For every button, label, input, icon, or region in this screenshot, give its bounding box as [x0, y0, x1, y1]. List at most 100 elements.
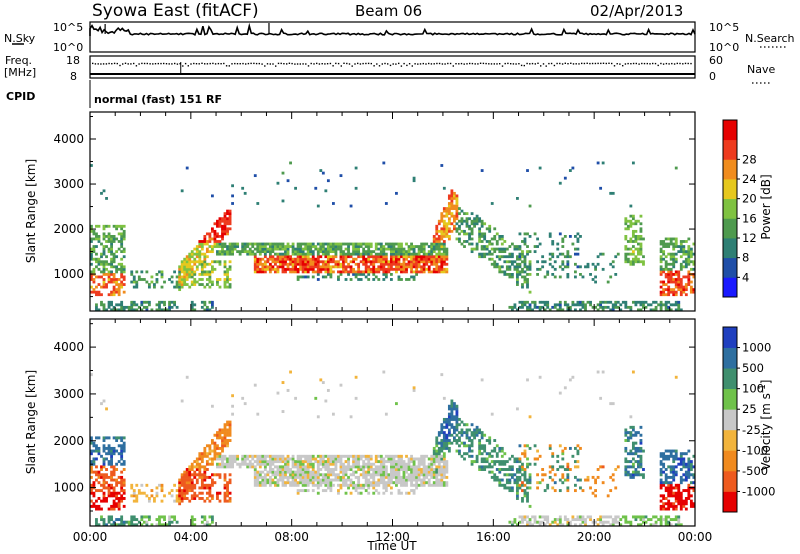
data-cell: [442, 475, 446, 479]
data-cell: [384, 481, 388, 485]
nave-dot: [384, 62, 386, 65]
data-cell: [284, 462, 287, 466]
data-cell: [526, 465, 529, 469]
data-cell: [382, 483, 386, 487]
data-cell: [95, 293, 98, 297]
data-cell: [523, 449, 527, 453]
data-cell: [203, 257, 207, 261]
data-cell: [669, 504, 673, 508]
nave-dot: [108, 62, 110, 65]
data-cell: [410, 489, 413, 493]
data-cell: [488, 441, 492, 445]
data-cell: [679, 523, 683, 527]
y-tick-label: 4000: [53, 132, 84, 146]
data-cell: [662, 507, 666, 511]
data-cell: [435, 257, 439, 261]
data-cell: [200, 240, 204, 243]
data-cell: [379, 475, 383, 479]
data-cell: [258, 465, 262, 469]
data-cell: [470, 219, 474, 223]
data-cell: [672, 504, 676, 508]
data-cell: [447, 202, 451, 205]
data-cell: [659, 452, 663, 456]
data-cell: [440, 217, 444, 221]
nave-dot: [550, 62, 553, 65]
data-cell: [90, 237, 93, 241]
data-cell: [400, 468, 403, 471]
nave-dot: [146, 62, 148, 65]
data-cell: [178, 280, 182, 284]
data-cell: [432, 257, 436, 261]
nave-dot: [561, 63, 564, 65]
data-cell: [566, 518, 570, 522]
data-cell: [422, 465, 426, 469]
data-cell: [299, 468, 303, 471]
data-cell: [679, 247, 683, 251]
data-cell: [480, 240, 484, 243]
data-cell: [226, 486, 229, 490]
data-cell: [442, 444, 446, 448]
data-cell: [384, 255, 388, 259]
data-cell: [347, 478, 350, 482]
data-cell: [248, 460, 252, 464]
data-cell: [407, 473, 411, 477]
data-cell: [362, 486, 366, 490]
data-cell: [586, 515, 590, 519]
data-cell: [505, 255, 509, 259]
data-cell: [677, 497, 681, 500]
data-cell: [664, 283, 668, 286]
data-cell: [508, 260, 512, 264]
data-cell: [538, 520, 542, 524]
data-cell: [332, 454, 335, 458]
data-cell: [389, 454, 393, 458]
data-cell: [485, 245, 489, 248]
data-cell: [188, 468, 192, 471]
data-cell: [689, 285, 693, 289]
data-cell: [321, 265, 325, 269]
data-cell: [332, 462, 335, 466]
data-cell: [500, 483, 504, 487]
nave-dot: [351, 65, 353, 67]
data-cell: [198, 465, 202, 469]
data-cell: [279, 468, 282, 471]
data-cell: [422, 245, 426, 248]
data-cell: [183, 473, 187, 477]
data-cell: [556, 255, 560, 259]
data-cell: [677, 491, 681, 495]
data-cell: [115, 436, 119, 440]
data-cell: [682, 260, 686, 264]
data-cell: [107, 278, 111, 281]
data-cell: [294, 483, 298, 487]
data-cell: [445, 462, 449, 466]
data-cell: [107, 520, 111, 524]
data-cell: [263, 473, 267, 477]
data-cell: [248, 247, 252, 251]
data-cell: [211, 457, 214, 461]
data-cell: [523, 470, 527, 474]
data-cell: [198, 491, 202, 495]
data-cell: [475, 222, 479, 226]
data-cell: [263, 252, 267, 256]
data-cell: [682, 245, 686, 248]
data-cell: [120, 439, 124, 442]
data-cell: [677, 250, 681, 254]
data-cell: [417, 265, 421, 269]
data-cell: [90, 252, 93, 256]
data-cell: [216, 235, 219, 238]
data-cell: [581, 520, 585, 524]
data-cell: [417, 462, 421, 466]
data-cell: [647, 518, 650, 522]
data-cell: [609, 300, 613, 304]
data-cell: [483, 433, 487, 437]
data-cell: [379, 260, 383, 264]
data-cell: [205, 462, 209, 466]
data-cell: [286, 388, 290, 392]
data-cell: [284, 468, 287, 471]
data-cell: [311, 457, 315, 461]
data-cell: [102, 483, 106, 487]
data-cell: [337, 278, 340, 281]
data-cell: [289, 457, 292, 461]
data-cell: [528, 504, 532, 508]
data-cell: [677, 278, 681, 281]
nave-dot: [597, 62, 599, 65]
